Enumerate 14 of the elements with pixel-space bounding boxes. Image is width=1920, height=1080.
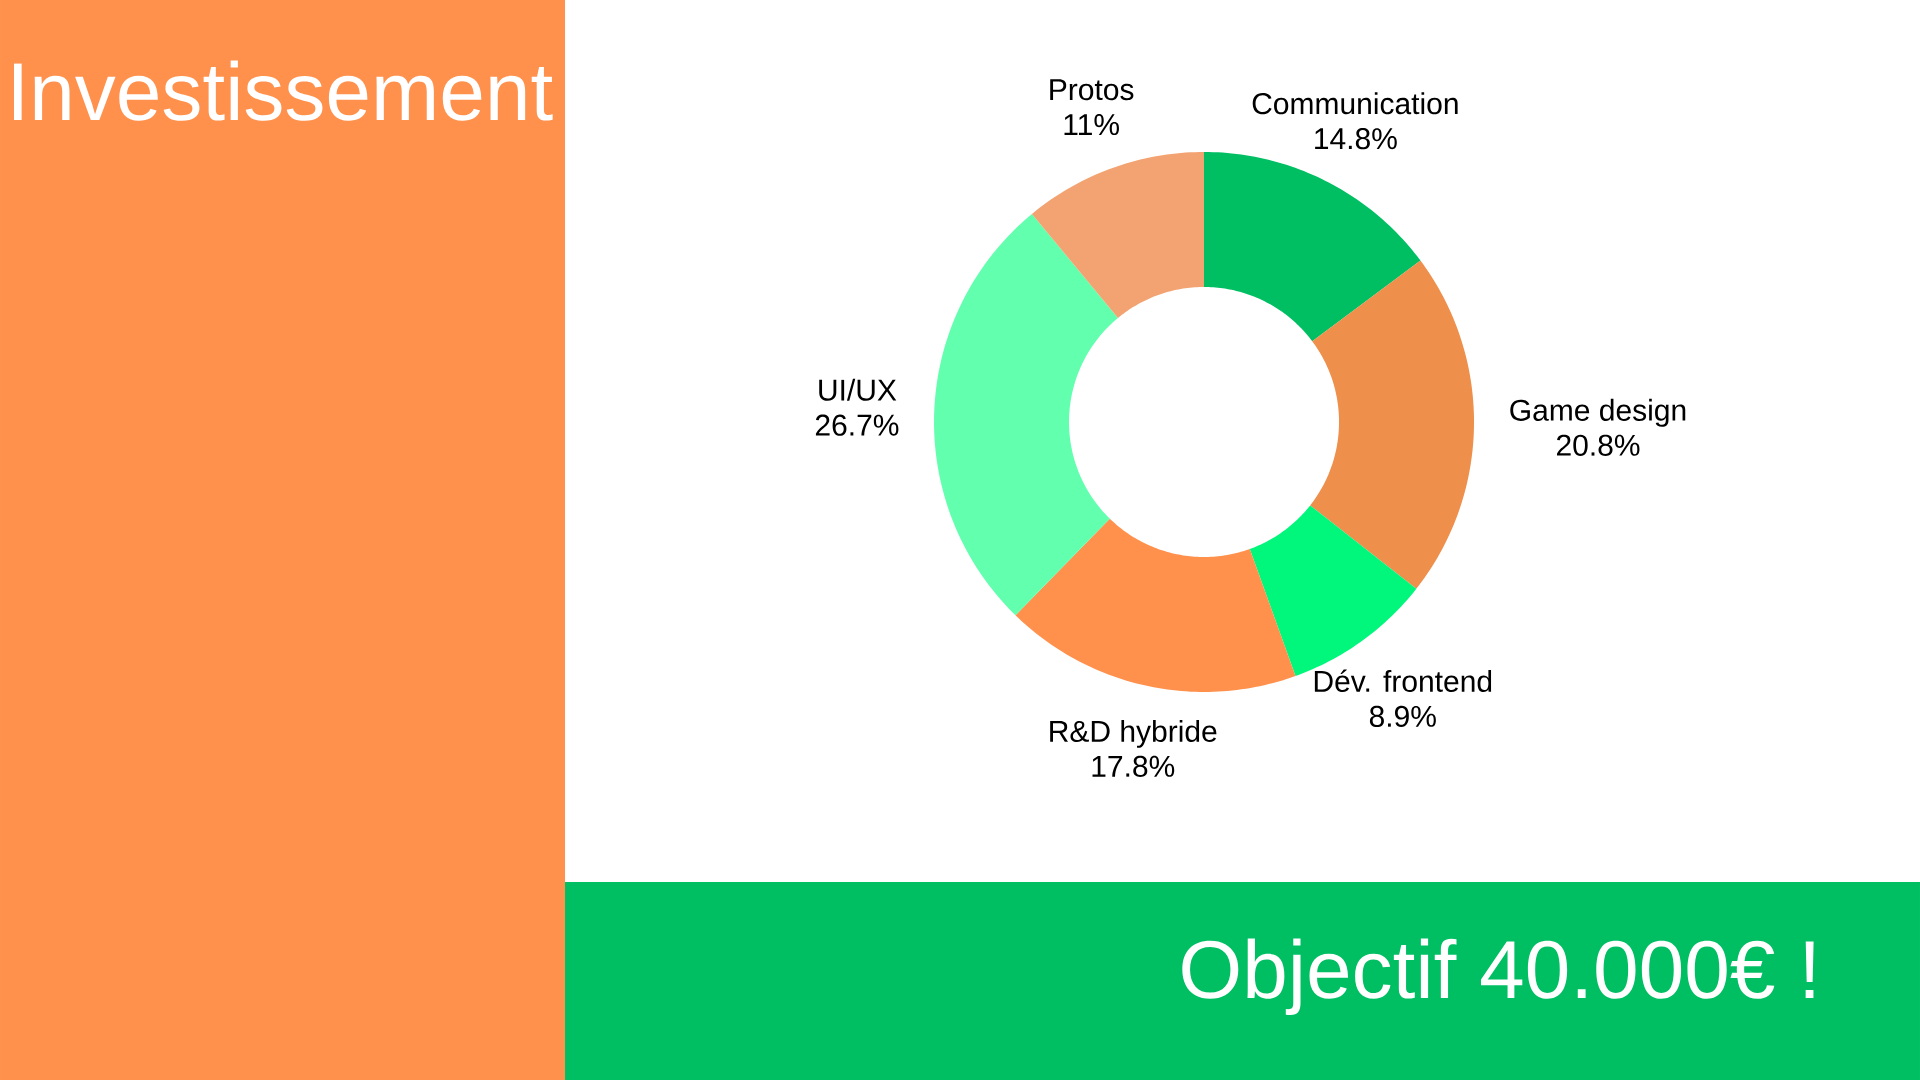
slice-label: Dév. frontend — [1314, 669, 1492, 692]
slice-label: UI/UX — [819, 378, 897, 401]
data-label: 26.7% — [815, 414, 899, 436]
chart-title: Investissement — [13, 60, 553, 121]
data-label: 17.8% — [1092, 755, 1175, 777]
slice-label: Protos — [1050, 79, 1134, 101]
data-label: 14.8% — [1315, 128, 1397, 150]
data-label: 8.9% — [1369, 705, 1436, 727]
slice-label: Game design — [1510, 398, 1686, 427]
data-label: 20.8% — [1556, 434, 1640, 456]
text: Objectif 40.000€ ! — [1182, 938, 1814, 1015]
slice-label: R&D hybride — [1050, 719, 1217, 748]
slice-label: Communication — [1252, 92, 1458, 115]
data-label: 11% — [1064, 114, 1119, 136]
